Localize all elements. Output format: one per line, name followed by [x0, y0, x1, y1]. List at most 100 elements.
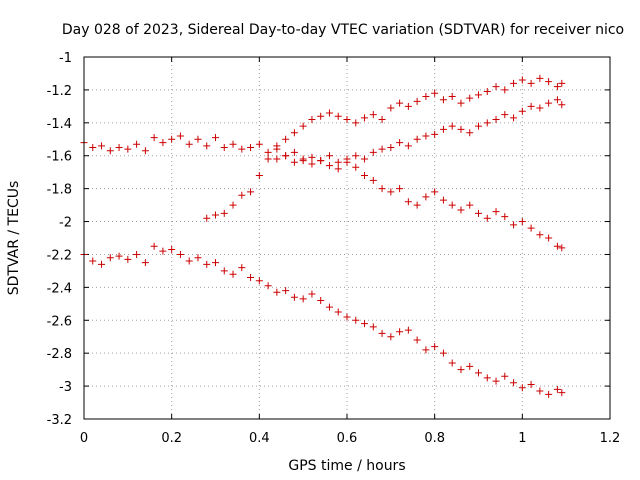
data-point — [536, 387, 544, 395]
data-point — [483, 119, 491, 127]
data-point — [492, 377, 500, 385]
data-point — [457, 99, 465, 107]
data-point — [159, 139, 167, 147]
data-point — [317, 112, 325, 120]
data-point — [466, 94, 474, 102]
data-point — [308, 116, 316, 124]
data-point — [203, 260, 211, 268]
data-point — [203, 142, 211, 150]
data-point — [510, 221, 518, 229]
data-point — [141, 147, 149, 155]
data-point — [475, 91, 482, 99]
data-point — [247, 188, 255, 196]
data-point — [212, 211, 219, 219]
data-point — [89, 257, 97, 265]
series-track-1 — [80, 132, 566, 252]
data-point — [536, 104, 544, 112]
data-point — [185, 140, 193, 148]
data-point — [466, 201, 474, 209]
data-point — [343, 313, 351, 321]
y-tick-label: -1.4 — [47, 117, 72, 132]
data-point — [229, 201, 237, 209]
data-point — [334, 165, 342, 173]
data-point — [387, 144, 395, 151]
data-point — [299, 122, 307, 130]
data-point — [518, 384, 526, 392]
data-point — [518, 107, 526, 115]
data-point — [361, 320, 369, 328]
data-point — [238, 145, 246, 153]
data-point — [439, 196, 447, 204]
data-point — [396, 139, 404, 147]
data-point — [352, 152, 360, 160]
data-point — [448, 359, 456, 367]
data-point — [361, 114, 369, 122]
data-point — [325, 109, 333, 117]
data-point — [369, 176, 377, 184]
data-point — [553, 96, 561, 104]
x-tick-label: 0.8 — [424, 431, 445, 446]
data-point — [282, 287, 290, 295]
data-point — [150, 242, 158, 250]
data-point — [325, 152, 333, 160]
data-point — [334, 158, 342, 166]
chart-title: Day 028 of 2023, Sidereal Day-to-day VTE… — [62, 22, 624, 38]
data-point — [369, 323, 377, 331]
data-point — [238, 191, 246, 199]
data-point — [431, 188, 439, 196]
data-point — [422, 92, 430, 100]
data-point — [343, 116, 351, 124]
data-point — [317, 297, 325, 305]
y-tick-labels: -1 -1.2 -1.4 -1.6 -1.8 -2 -2.2 -2.4 -2.6 -2.8 -3 -3… — [47, 51, 72, 428]
data-point — [404, 198, 412, 206]
y-tick-label: -3.2 — [47, 413, 72, 428]
data-point — [168, 246, 176, 254]
series-track-4 — [273, 96, 566, 173]
data-point — [510, 79, 518, 87]
data-point — [212, 134, 219, 142]
data-point — [176, 132, 184, 140]
data-point — [492, 208, 500, 216]
data-point — [361, 171, 369, 179]
grid-lines — [84, 57, 610, 419]
data-point — [290, 293, 298, 301]
data-point — [518, 218, 526, 226]
data-point — [518, 76, 526, 84]
data-point — [273, 288, 281, 296]
x-tick-labels: 0 0.2 0.4 0.6 0.8 1 1.2 — [80, 431, 620, 446]
data-point — [369, 111, 377, 119]
data-point — [448, 201, 456, 209]
y-axis-label: SDTVAR / TECUs — [6, 181, 22, 296]
data-point — [448, 92, 456, 100]
data-point — [483, 88, 491, 96]
data-point — [325, 162, 333, 170]
x-tick-label: 1 — [518, 431, 526, 446]
plot-frame — [83, 56, 611, 420]
data-point — [290, 129, 298, 137]
data-point — [150, 134, 158, 142]
data-point — [325, 303, 333, 311]
data-point — [404, 142, 412, 150]
series-track-3 — [203, 74, 566, 222]
data-point — [115, 252, 123, 260]
data-point — [475, 209, 482, 217]
data-point — [334, 308, 342, 316]
data-point — [545, 390, 553, 398]
data-point — [475, 369, 482, 377]
data-point — [308, 290, 316, 298]
data-point — [510, 379, 518, 387]
data-point — [194, 135, 202, 143]
data-point — [413, 97, 421, 105]
y-tick-label: -1.6 — [47, 150, 72, 165]
data-point — [299, 295, 307, 303]
data-point — [133, 250, 141, 258]
y-tick-label: -2.2 — [47, 248, 72, 263]
data-point — [220, 144, 228, 151]
data-point — [457, 125, 465, 133]
data-point — [378, 185, 386, 193]
data-point — [387, 333, 395, 341]
data-point — [98, 260, 106, 268]
data-point — [431, 343, 439, 351]
data-point — [457, 366, 465, 374]
